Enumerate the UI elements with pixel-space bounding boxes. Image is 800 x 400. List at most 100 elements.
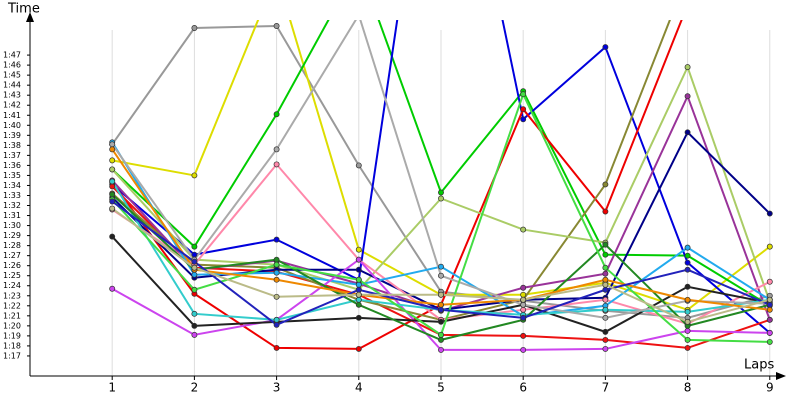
point	[191, 264, 198, 271]
point	[109, 198, 116, 205]
point	[355, 296, 362, 303]
point	[191, 310, 198, 317]
y-tick-label: 1:29	[3, 231, 21, 240]
point	[191, 25, 198, 31]
point	[520, 291, 527, 298]
y-axis-label: Time	[7, 2, 40, 17]
point	[602, 270, 609, 277]
point	[684, 283, 691, 290]
point	[602, 181, 609, 188]
y-arrow	[26, 12, 34, 22]
point	[602, 345, 609, 352]
point	[684, 344, 691, 351]
point	[438, 318, 444, 325]
point	[109, 157, 116, 164]
point	[520, 332, 527, 339]
y-tick-label: 1:31	[3, 211, 21, 220]
point	[355, 281, 362, 288]
y-tick-label: 1:36	[3, 161, 21, 170]
point	[684, 259, 691, 266]
x-tick-label: 5	[437, 381, 445, 395]
x-tick-label: 7	[602, 381, 610, 395]
y-tick-label: 1:38	[3, 141, 21, 150]
x-tick-label: 1	[108, 381, 116, 395]
point	[766, 210, 773, 217]
point	[109, 178, 116, 185]
point	[355, 256, 362, 263]
x-tick-label: 2	[191, 381, 199, 395]
point	[355, 291, 362, 298]
point	[602, 264, 609, 271]
point	[684, 296, 691, 303]
point	[684, 244, 691, 251]
y-tick-label: 1:47	[3, 51, 21, 60]
point	[191, 172, 198, 179]
y-tick-label: 1:28	[3, 241, 21, 250]
y-tick-label: 1:44	[3, 81, 21, 90]
point	[684, 129, 691, 136]
point	[766, 301, 773, 308]
point	[191, 322, 198, 329]
point	[602, 306, 609, 313]
point	[355, 286, 362, 293]
grid	[111, 30, 771, 376]
point	[602, 241, 609, 248]
point	[273, 23, 280, 29]
y-tick-label: 1:45	[3, 71, 21, 80]
point	[109, 166, 116, 173]
point	[684, 252, 691, 259]
y-tick-label: 1:20	[3, 321, 21, 330]
point	[438, 346, 444, 353]
x-tick-label: 3	[273, 381, 281, 395]
point	[684, 266, 691, 273]
point	[191, 271, 198, 278]
point	[684, 318, 691, 325]
x-axis-label: Laps	[744, 358, 774, 373]
series-line	[111, 20, 771, 334]
point	[520, 301, 527, 308]
point	[273, 236, 280, 243]
point	[602, 314, 609, 321]
point	[520, 284, 527, 291]
point	[438, 291, 444, 298]
y-tick-label: 1:26	[3, 261, 21, 270]
x-tick-label: 8	[684, 381, 692, 395]
point	[520, 296, 527, 303]
point	[355, 301, 362, 308]
point	[273, 261, 280, 268]
point	[438, 263, 444, 270]
y-tick-label: 1:43	[3, 91, 21, 100]
point	[438, 189, 444, 196]
y-tick-label: 1:25	[3, 271, 21, 280]
point	[766, 338, 773, 345]
point	[602, 208, 609, 215]
point	[273, 269, 280, 276]
y-tick-label: 1:42	[3, 101, 21, 110]
point	[355, 276, 362, 283]
x-tick-label: 6	[519, 381, 527, 395]
x-arrow	[776, 372, 786, 380]
point	[109, 191, 116, 198]
point	[602, 251, 609, 258]
point	[438, 331, 444, 338]
point	[273, 111, 280, 118]
point	[355, 162, 362, 169]
point	[355, 246, 362, 253]
point	[685, 2, 690, 7]
x-tick-label: 4	[355, 381, 363, 395]
point	[438, 306, 444, 313]
point	[602, 296, 609, 303]
y-tick-label: 1:23	[3, 291, 21, 300]
point	[766, 316, 773, 323]
point	[766, 329, 773, 336]
y-tick-label: 1:39	[3, 131, 21, 140]
point	[355, 345, 362, 352]
point	[520, 306, 527, 313]
y-tick-label: 1:32	[3, 201, 21, 210]
y-tick-label: 1:21	[3, 311, 21, 320]
point	[438, 301, 444, 308]
point	[191, 258, 198, 265]
point	[520, 116, 527, 123]
y-tick-label: 1:22	[3, 301, 21, 310]
